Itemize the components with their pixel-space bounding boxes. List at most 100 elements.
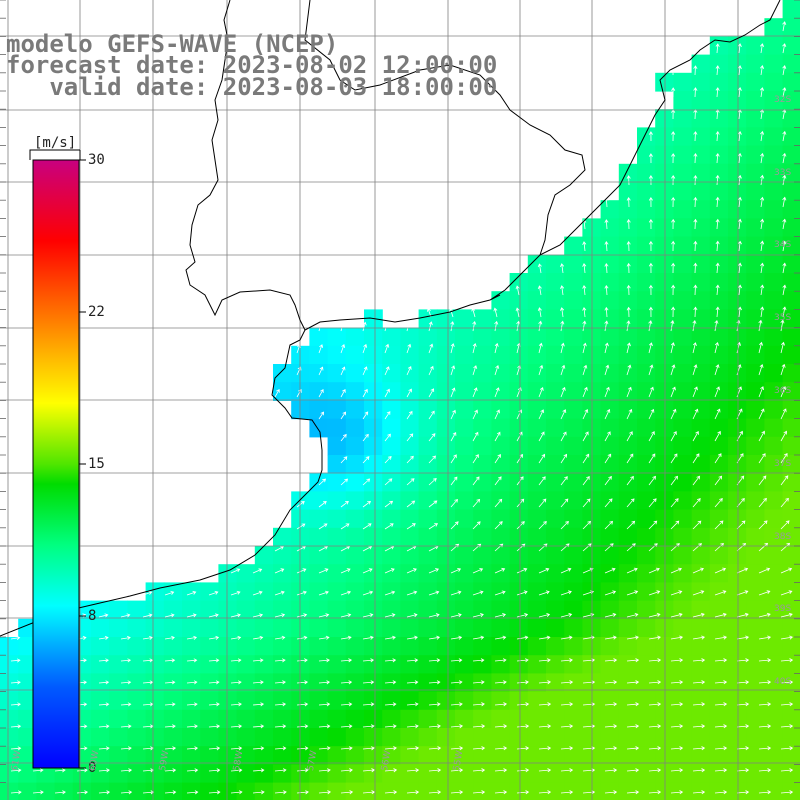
- wind-arrow: [54, 768, 66, 773]
- wind-cell: [618, 655, 638, 674]
- wind-cell: [309, 491, 329, 511]
- wind-cell: [455, 582, 474, 602]
- wind-arrow: [692, 724, 706, 729]
- wind-cell: [527, 546, 547, 565]
- wind-cell: [145, 600, 165, 620]
- wind-arrow: [760, 218, 765, 230]
- wind-arrow: [692, 364, 698, 376]
- wind-cell: [418, 473, 438, 492]
- wind-arrow: [318, 635, 330, 640]
- wind-cell: [746, 527, 765, 547]
- wind-arrow: [186, 590, 197, 596]
- wind-arrow: [472, 702, 485, 707]
- colorbar-tick-0: 0: [88, 760, 97, 776]
- wind-cell: [364, 637, 383, 656]
- wind-arrow: [362, 388, 368, 398]
- wind-arrow: [780, 790, 794, 795]
- wind-cell: [546, 382, 565, 401]
- wind-cell: [509, 436, 529, 456]
- wind-cell: [236, 728, 256, 747]
- wind-cell: [764, 655, 784, 674]
- wind-arrow: [384, 321, 389, 332]
- wind-arrow: [648, 475, 656, 486]
- wind-cell: [491, 291, 511, 310]
- wind-cell: [728, 109, 747, 128]
- wind-arrow: [582, 520, 592, 530]
- wind-cell: [728, 54, 747, 74]
- wind-arrow: [384, 478, 393, 486]
- wind-arrow: [582, 498, 591, 508]
- wind-arrow: [758, 680, 772, 685]
- wind-arrow: [760, 152, 765, 164]
- wind-cell: [618, 163, 638, 183]
- wind-arrow: [604, 768, 618, 773]
- wind-arrow: [252, 613, 264, 618]
- wind-arrow: [318, 321, 323, 332]
- wind-cell: [254, 564, 274, 583]
- wind-cell: [364, 491, 383, 511]
- wind-cell: [600, 509, 620, 529]
- wind-cell: [382, 618, 401, 638]
- wind-cell: [18, 673, 37, 693]
- wind-cell: [618, 546, 638, 565]
- wind-cell: [691, 691, 711, 711]
- wind-arrow: [604, 408, 611, 420]
- wind-cell: [618, 728, 638, 747]
- wind-arrow: [472, 521, 481, 530]
- wind-cell: [273, 746, 292, 765]
- wind-cell: [764, 291, 784, 310]
- wind-arrow: [582, 342, 587, 354]
- wind-arrow: [780, 520, 790, 530]
- wind-arrow: [252, 724, 265, 729]
- wind-arrow: [537, 285, 542, 296]
- wind-cell: [782, 345, 800, 365]
- wind-cell: [0, 764, 19, 784]
- wind-cell: [691, 600, 711, 620]
- wind-cell: [673, 382, 693, 401]
- wind-cell: [637, 236, 656, 256]
- wind-cell: [673, 637, 693, 656]
- wind-cell: [309, 618, 329, 638]
- lat-label-36s: 36S: [774, 386, 792, 396]
- wind-cell: [109, 673, 128, 693]
- wind-cell: [673, 163, 693, 183]
- wind-cell: [145, 764, 165, 784]
- wind-arrow: [362, 590, 374, 596]
- wind-arrow: [362, 680, 375, 685]
- wind-arrow: [782, 87, 787, 98]
- wind-cell: [327, 673, 347, 693]
- wind-cell: [709, 236, 729, 256]
- lat-label-35s: 35S: [774, 313, 792, 323]
- wind-cell: [182, 746, 201, 765]
- wind-cell: [291, 564, 310, 583]
- wind-cell: [527, 691, 547, 711]
- wind-cell: [491, 764, 511, 784]
- wind-cell: [400, 582, 420, 602]
- wind-cell: [491, 691, 511, 711]
- wind-cell: [109, 746, 128, 765]
- wind-cell: [455, 673, 474, 693]
- wind-cell: [436, 491, 456, 511]
- wind-cell: [345, 364, 365, 383]
- wind-arrow: [428, 365, 434, 376]
- wind-cell: [473, 455, 492, 474]
- wind-arrow: [537, 307, 542, 318]
- wind-cell: [291, 345, 310, 365]
- wind-arrow: [472, 454, 479, 464]
- wind-arrow: [780, 658, 794, 663]
- wind-arrow: [252, 635, 264, 640]
- wind-cell: [163, 655, 183, 674]
- wind-cell: [382, 546, 401, 565]
- wind-cell: [473, 473, 492, 492]
- wind-cell: [364, 527, 383, 547]
- wind-arrow: [780, 363, 786, 376]
- wind-cell: [618, 236, 638, 256]
- wind-cell: [709, 72, 729, 92]
- wind-arrow: [406, 321, 411, 332]
- wind-cell: [273, 618, 292, 638]
- wind-cell: [509, 400, 529, 420]
- wind-arrow: [780, 452, 788, 464]
- wind-arrow: [10, 768, 22, 773]
- wind-arrow: [450, 590, 462, 596]
